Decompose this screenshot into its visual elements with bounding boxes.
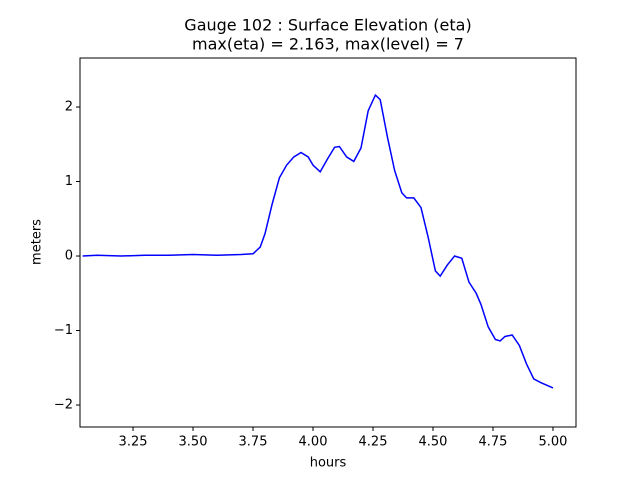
y-tick-label: 1	[65, 174, 73, 189]
x-tick-label: 3.50	[179, 435, 208, 450]
y-tick-label: −1	[54, 323, 73, 338]
axes-frame	[79, 57, 577, 428]
x-axis-label: hours	[310, 456, 347, 471]
data-line	[82, 93, 554, 389]
chart-subtitle: max(eta) = 2.163, max(level) = 7	[192, 35, 464, 54]
y-tick-label: 2	[65, 100, 73, 115]
x-tick-label: 5.00	[538, 435, 567, 450]
x-tick-label: 4.75	[478, 435, 507, 450]
x-tick-label: 3.75	[239, 435, 268, 450]
x-tick-label: 4.00	[299, 435, 328, 450]
x-tick-label: 4.25	[359, 435, 388, 450]
x-tick-label: 3.25	[119, 435, 148, 450]
x-tick-label: 4.50	[419, 435, 448, 450]
y-tick-label: 0	[65, 249, 73, 264]
chart-title: Gauge 102 : Surface Elevation (eta)	[184, 16, 471, 35]
y-axis-label: meters	[30, 219, 45, 265]
y-tick-label: −2	[54, 398, 73, 413]
